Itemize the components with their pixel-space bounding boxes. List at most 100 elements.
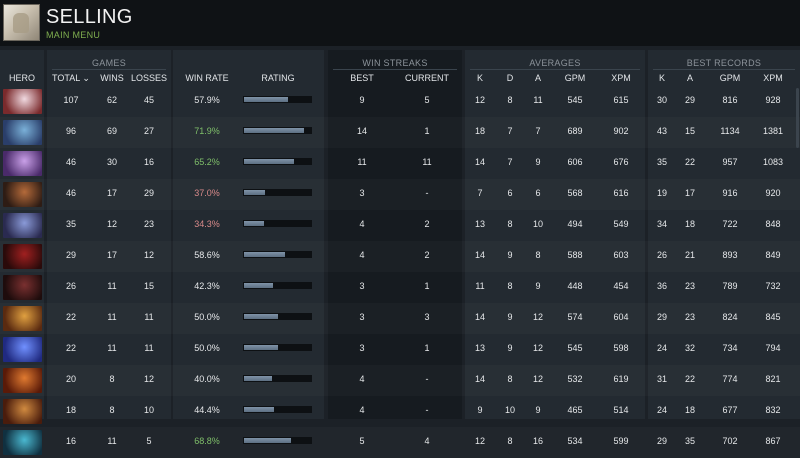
hero-portrait-icon[interactable] [3,399,42,424]
games-total-cell: 20 [65,374,76,384]
main-menu-link[interactable]: MAIN MENU [46,30,101,40]
avg-gpm-cell: 606 [567,157,583,167]
rating-bar [243,220,312,227]
column-header-avg-assists[interactable]: A [534,73,541,83]
table-row[interactable]: 18 8 10 44.4% 4 - 9 10 9 465 514 24 18 677 832 [0,396,800,427]
current-streak-cell: 1 [424,343,430,353]
avg-kills-cell: 12 [474,436,485,446]
table-row[interactable]: 22 11 11 50.0% 3 3 14 9 12 574 604 29 23 824 845 [0,303,800,334]
avg-deaths-cell: 10 [504,405,515,415]
column-header-best-streak[interactable]: BEST [350,73,374,83]
hero-portrait-icon[interactable] [3,430,42,455]
hero-portrait-icon[interactable] [3,306,42,331]
table-row[interactable]: 16 11 5 68.8% 5 4 12 8 16 534 599 29 35 702 867 [0,427,800,458]
best-streak-cell: 9 [359,95,365,105]
column-header-current-streak[interactable]: CURRENT [405,73,449,83]
column-header-total[interactable]: TOTAL ⌄ [52,73,90,83]
hero-portrait-icon[interactable] [3,244,42,269]
win-rate-cell: 42.3% [194,281,220,291]
best-xpm-cell: 867 [765,436,781,446]
win-rate-cell: 68.8% [194,436,220,446]
best-records-divider [653,69,795,70]
column-header-hero[interactable]: HERO [8,73,35,83]
hero-portrait-icon[interactable] [3,337,42,362]
column-header-avg-xpm[interactable]: XPM [611,73,631,83]
avg-deaths-cell: 8 [507,219,513,229]
avatar[interactable] [3,4,40,41]
averages-group-title: AVERAGES [529,58,581,68]
rating-bar [243,437,312,444]
avg-kills-cell: 14 [474,374,485,384]
rating-bar-fill [244,252,285,257]
table-row[interactable]: 46 30 16 65.2% 11 11 14 7 9 606 676 35 22 957 1083 [0,148,800,179]
hero-portrait-icon[interactable] [3,182,42,207]
column-header-losses[interactable]: LOSSES [130,73,168,83]
table-row[interactable]: 26 11 15 42.3% 3 1 11 8 9 448 454 36 23 789 732 [0,272,800,303]
column-header-best-gpm[interactable]: GPM [719,73,741,83]
avg-deaths-cell: 8 [507,374,513,384]
rating-bar [243,406,312,413]
avg-deaths-cell: 8 [507,436,513,446]
scrollbar-thumb[interactable] [796,88,799,148]
win-rate-cell: 50.0% [194,343,220,353]
table-row[interactable]: 29 17 12 58.6% 4 2 14 9 8 588 603 26 21 893 849 [0,241,800,272]
best-assists-cell: 18 [684,405,695,415]
column-header-avg-gpm[interactable]: GPM [564,73,586,83]
games-losses-cell: 27 [143,126,154,136]
table-row[interactable]: 107 62 45 57.9% 9 5 12 8 11 545 615 30 29 816 928 [0,86,800,117]
best-streak-cell: 5 [359,436,365,446]
rating-bar [243,96,312,103]
games-wins-cell: 30 [106,157,117,167]
column-header-best-assists[interactable]: A [686,73,693,83]
avg-xpm-cell: 514 [613,405,629,415]
best-streak-cell: 3 [359,343,365,353]
hero-portrait-icon[interactable] [3,151,42,176]
column-header-wins[interactable]: WINS [100,73,124,83]
table-row[interactable]: 20 8 12 40.0% 4 - 14 8 12 532 619 31 22 774 821 [0,365,800,396]
avg-kills-cell: 13 [474,343,485,353]
avg-assists-cell: 12 [532,374,543,384]
column-header-avg-deaths[interactable]: D [506,73,514,83]
hero-portrait-icon[interactable] [3,275,42,300]
avg-xpm-cell: 454 [613,281,629,291]
best-kills-cell: 43 [656,126,667,136]
best-streak-cell: 3 [359,312,365,322]
games-losses-cell: 10 [143,405,154,415]
hero-portrait-icon[interactable] [3,89,42,114]
profile-header: SELLING MAIN MENU [0,0,800,46]
table-row[interactable]: 96 69 27 71.9% 14 1 18 7 7 689 902 43 15 1134 1381 [0,117,800,148]
hero-portrait-icon[interactable] [3,120,42,145]
current-streak-cell: 1 [424,126,430,136]
avg-deaths-cell: 8 [507,95,513,105]
games-wins-cell: 11 [107,281,117,291]
best-kills-cell: 30 [656,95,667,105]
avg-gpm-cell: 534 [567,436,583,446]
avg-gpm-cell: 494 [567,219,583,229]
win-rate-cell: 44.4% [194,405,220,415]
column-header-best-kills[interactable]: K [658,73,665,83]
best-assists-cell: 15 [684,126,695,136]
column-header-win-rate[interactable]: WIN RATE [185,73,229,83]
games-total-cell: 26 [65,281,76,291]
column-header-best-xpm[interactable]: XPM [763,73,783,83]
games-losses-cell: 5 [146,436,152,446]
column-header-avg-kills[interactable]: K [476,73,483,83]
avg-kills-cell: 7 [477,188,483,198]
best-gpm-cell: 1134 [720,126,740,136]
best-kills-cell: 19 [656,188,667,198]
table-row[interactable]: 35 12 23 34.3% 4 2 13 8 10 494 549 34 18 722 848 [0,210,800,241]
table-row[interactable]: 22 11 11 50.0% 3 1 13 9 12 545 598 24 32 734 794 [0,334,800,365]
hero-portrait-icon[interactable] [3,368,42,393]
hero-portrait-icon[interactable] [3,213,42,238]
best-gpm-cell: 789 [722,281,738,291]
best-gpm-cell: 774 [722,374,738,384]
best-kills-cell: 26 [656,250,667,260]
column-header-rating[interactable]: RATING [261,73,295,83]
avg-kills-cell: 18 [474,126,485,136]
avg-xpm-cell: 902 [613,126,629,136]
avg-gpm-cell: 574 [567,312,583,322]
best-streak-cell: 4 [359,250,365,260]
best-gpm-cell: 824 [722,312,738,322]
table-row[interactable]: 46 17 29 37.0% 3 - 7 6 6 568 616 19 17 916 920 [0,179,800,210]
best-kills-cell: 24 [656,405,667,415]
